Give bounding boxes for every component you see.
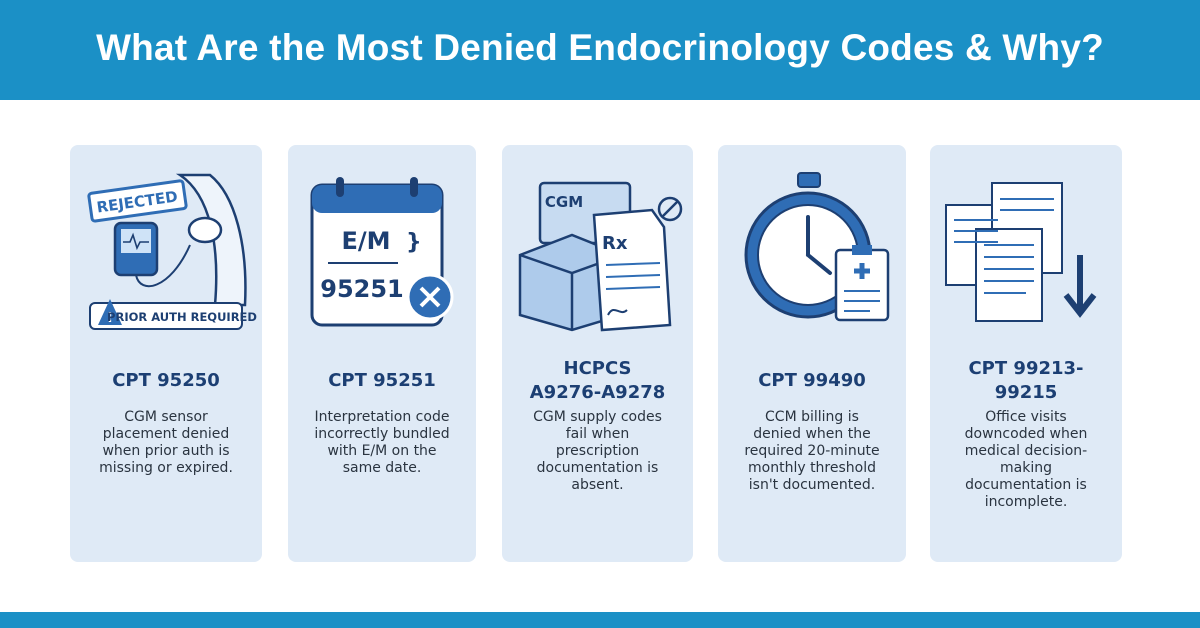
icon bbox=[744, 172, 890, 322]
card-code: CPT 99213-99215 bbox=[950, 357, 1102, 405]
icon: CGM Rx bbox=[518, 181, 683, 332]
card-description: CGM supply codes fail when prescription … bbox=[502, 409, 693, 494]
icon-label: PRIOR AUTH REQUIRED bbox=[107, 310, 257, 324]
icon: E/M } 95251 bbox=[310, 177, 454, 327]
card-code: CPT 95250 bbox=[90, 357, 242, 405]
icon-label: 95251 bbox=[320, 275, 404, 303]
card: CGM Rx HCPCS A9276-A9278 CGM supply code… bbox=[502, 145, 693, 562]
description-text: Office visits downcoded when medical dec… bbox=[964, 409, 1088, 510]
card-description: Office visits downcoded when medical dec… bbox=[930, 409, 1122, 511]
icon bbox=[945, 182, 1097, 322]
card-description: CCM billing is denied when the required … bbox=[718, 409, 906, 494]
card-code: HCPCS A9276-A9278 bbox=[522, 357, 673, 405]
header: What Are the Most Denied Endocrinology C… bbox=[0, 0, 1200, 100]
card-description: CGM sensor placement denied when prior a… bbox=[70, 409, 262, 477]
svg-text:!: ! bbox=[107, 311, 113, 326]
card: E/M } 95251 CPT 95251 Interpretation cod… bbox=[288, 145, 476, 562]
description-text: CCM billing is denied when the required … bbox=[744, 409, 880, 493]
svg-text:}: } bbox=[406, 230, 422, 255]
footer-band bbox=[0, 612, 1200, 628]
code-text: CPT 99213-99215 bbox=[968, 358, 1084, 403]
card-description: Interpretation code incorrectly bundled … bbox=[288, 409, 476, 477]
icon-label: E/M bbox=[341, 227, 390, 255]
description-text: Interpretation code incorrectly bundled … bbox=[314, 409, 450, 476]
card-code: CPT 95251 bbox=[308, 357, 456, 405]
card: CPT 99213-99215 Office visits downcoded … bbox=[930, 145, 1122, 562]
description-text: CGM sensor placement denied when prior a… bbox=[99, 409, 233, 476]
card: REJECTED ! PRIOR AUTH REQUIRED CPT 95250… bbox=[70, 145, 262, 562]
code-text: HCPCS A9276-A9278 bbox=[529, 358, 666, 403]
code-text: CPT 95251 bbox=[328, 370, 436, 391]
code-text: CPT 95250 bbox=[112, 370, 220, 391]
code-text: CPT 99490 bbox=[758, 370, 866, 391]
title: What Are the Most Denied Endocrinology C… bbox=[96, 27, 1104, 68]
icon: REJECTED ! PRIOR AUTH REQUIRED bbox=[87, 173, 257, 330]
description-text: CGM supply codes fail when prescription … bbox=[533, 409, 662, 493]
card: CPT 99490 CCM billing is denied when the… bbox=[718, 145, 906, 562]
icon-label: CGM bbox=[545, 193, 583, 211]
card-code: CPT 99490 bbox=[738, 357, 886, 405]
icon-label: Rx bbox=[602, 233, 628, 254]
